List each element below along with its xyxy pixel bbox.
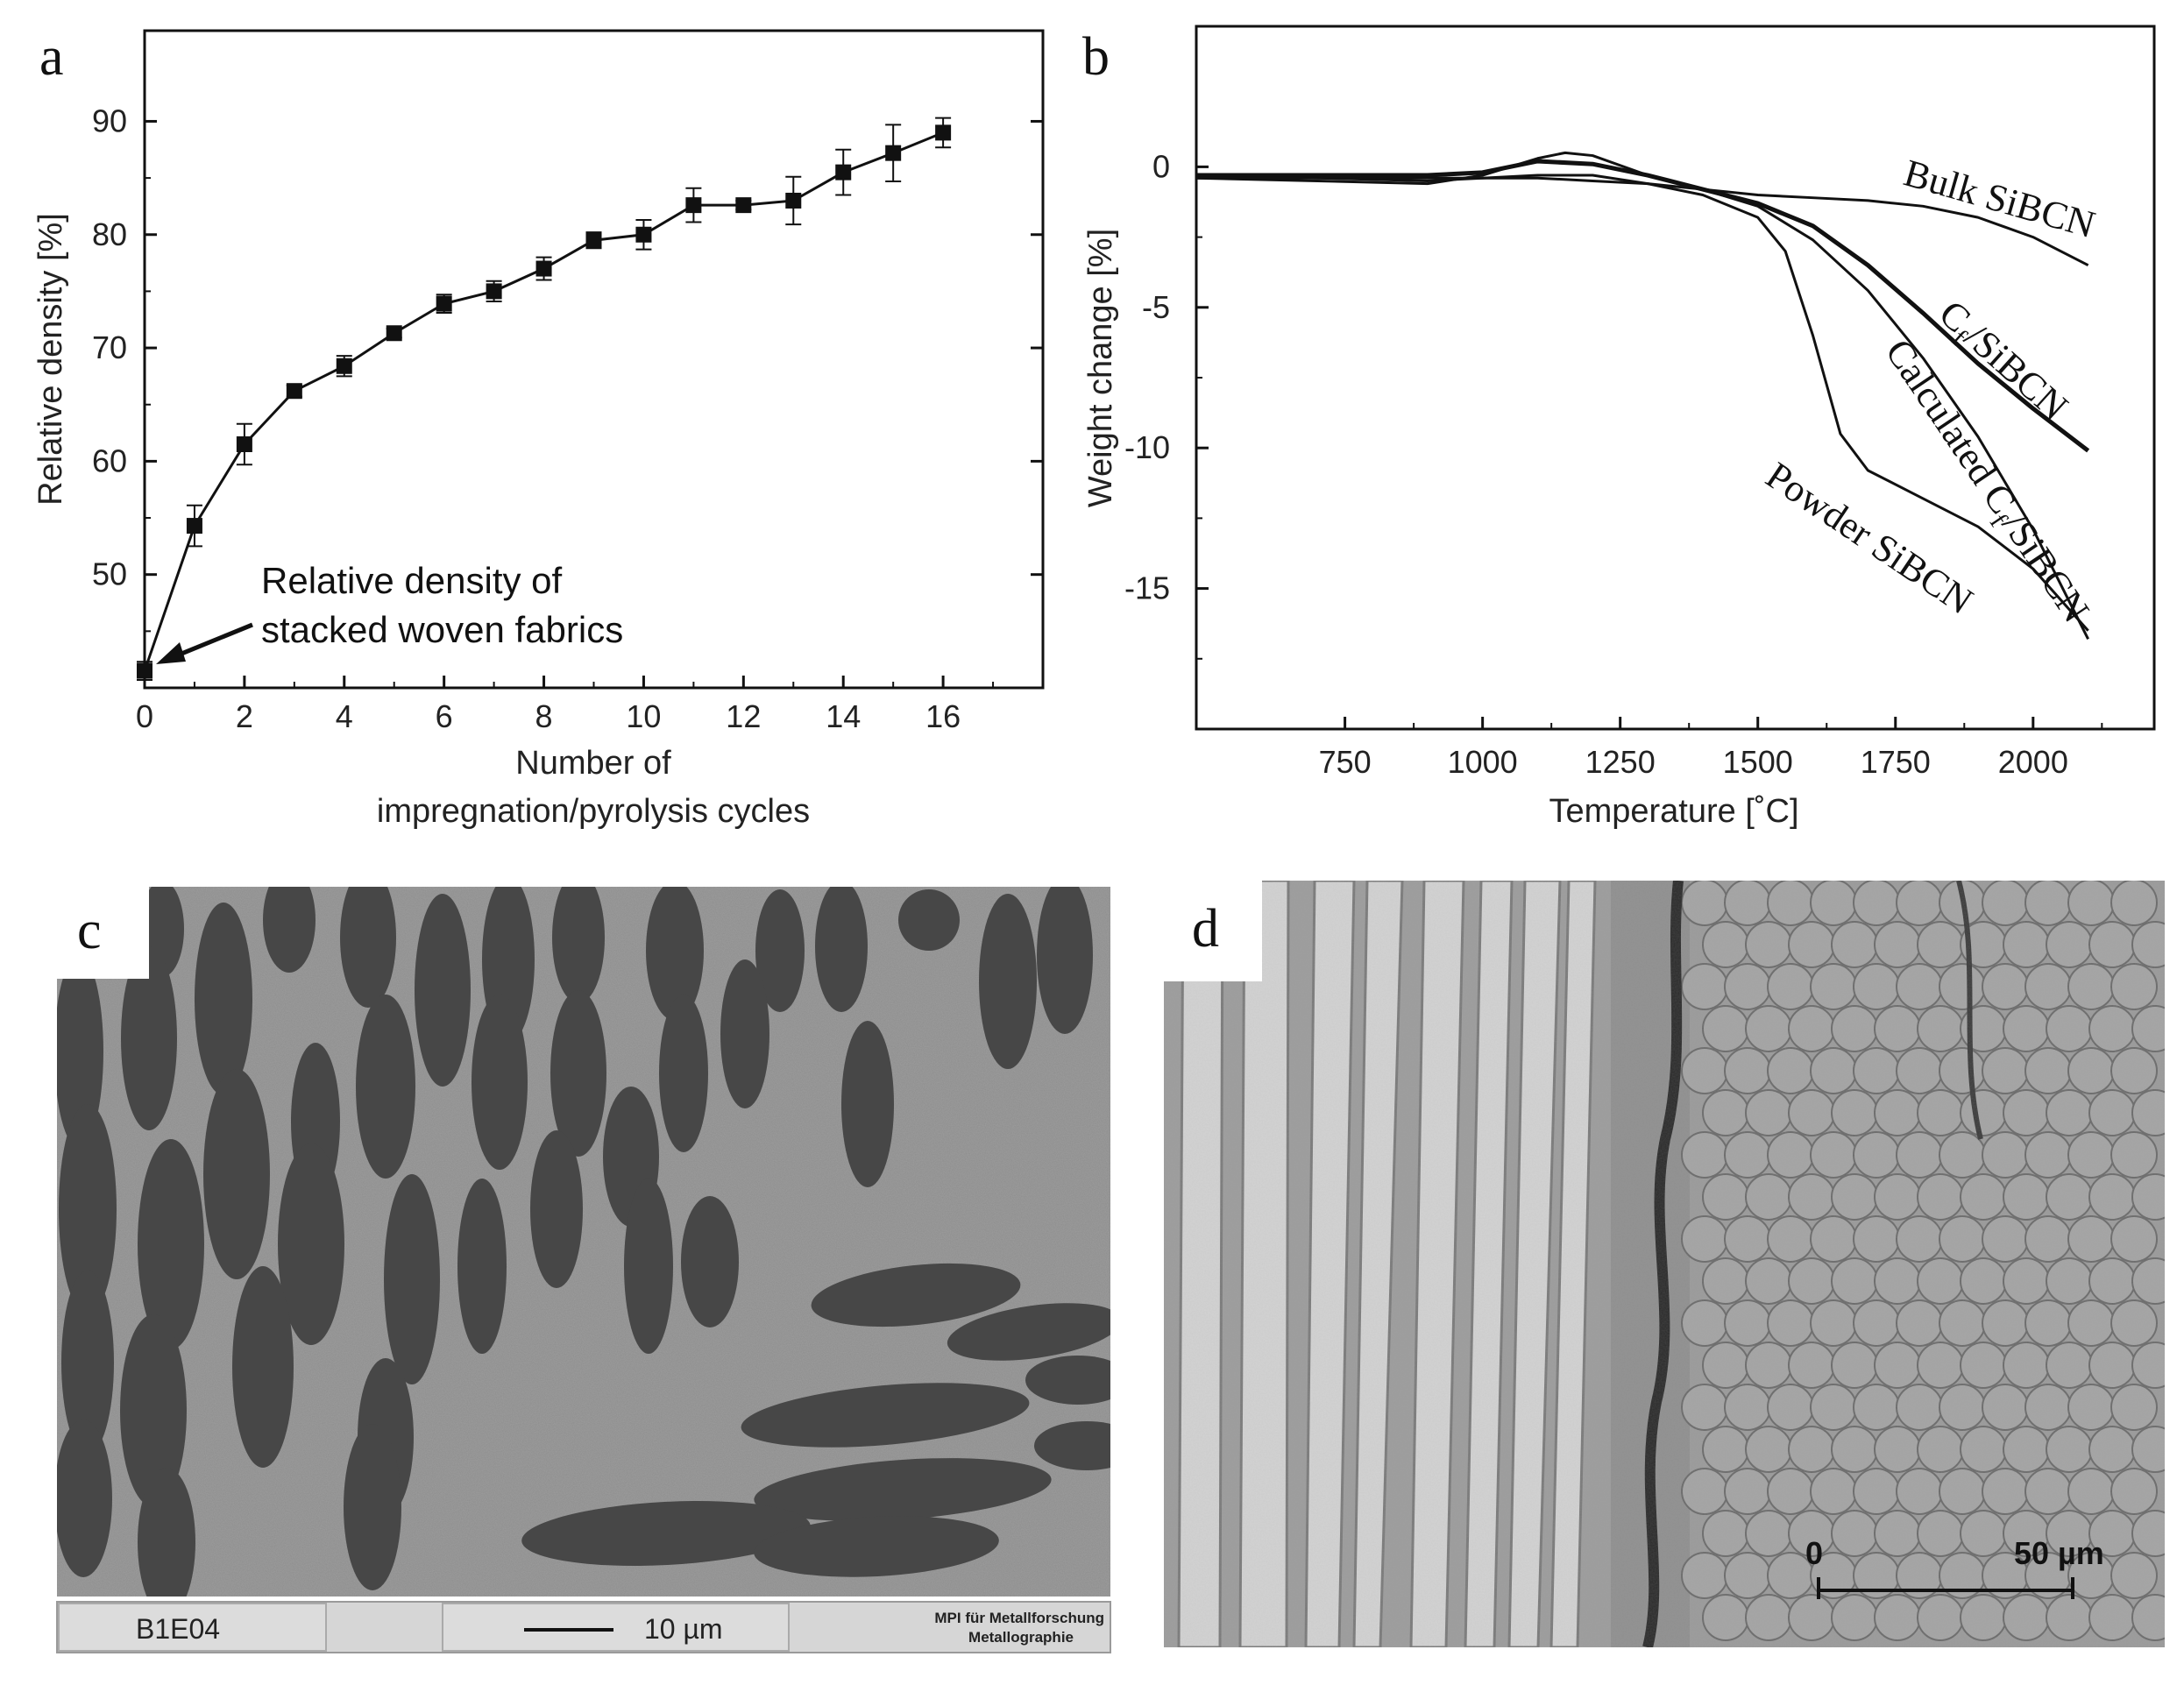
x-tick-label-a: 8 — [535, 698, 553, 734]
x-tick-label-a: 10 — [626, 698, 661, 734]
x-tick-label-a: 12 — [726, 698, 761, 734]
data-point — [535, 260, 552, 277]
panel-c-label-box — [57, 887, 149, 979]
y-tick-label-b: -15 — [1124, 570, 1170, 606]
x-axis-label-b: Temperature [˚C] — [1549, 793, 1798, 830]
y-tick-label-b: 0 — [1152, 148, 1170, 184]
series-line-3 — [1196, 173, 2089, 632]
x-axis-label-a-line2: impregnation/pyrolysis cycles — [377, 793, 810, 830]
x-tick-label-b: 1000 — [1448, 744, 1518, 780]
panel-a: a 0 2 4 6 8 10 12 14 16 50 60 70 80 90 Number of imp… — [32, 27, 1045, 830]
annotation-line2: stacked woven fabrics — [261, 609, 623, 650]
y-axis-b: 0 -5 -10 -15 — [1124, 148, 1209, 660]
micrograph-c-footer: B1E04 10 µm MPI für Metallforschung Meta… — [56, 1601, 1111, 1653]
data-point — [585, 232, 602, 249]
institute-line2: Metallographie — [968, 1629, 1074, 1646]
y-tick-label-a: 80 — [92, 216, 127, 252]
curve-label-powder: Powder SiBCN — [1758, 454, 1980, 623]
panel-b: b 750 1000 1250 1500 1750 2000 0 -5 -10 -15 Temp… — [1082, 25, 2156, 830]
y-tick-label-a: 60 — [92, 442, 127, 478]
data-point — [486, 283, 502, 300]
x-tick-label-a: 2 — [236, 698, 253, 734]
series-b — [1195, 151, 2090, 641]
data-point — [236, 435, 252, 452]
x-tick-label-a: 14 — [826, 698, 861, 734]
data-point — [835, 164, 852, 181]
x-tick-label-b: 1500 — [1723, 744, 1793, 780]
x-tick-label-a: 0 — [136, 698, 153, 734]
data-point — [137, 662, 152, 679]
data-point — [935, 124, 952, 141]
institute-line1: MPI für Metallforschung — [934, 1610, 1104, 1626]
y-tick-label-b: -10 — [1124, 429, 1170, 465]
x-tick-label-b: 1750 — [1861, 744, 1931, 780]
annotation-arrow-head — [156, 642, 186, 664]
y-tick-label-a: 50 — [92, 556, 127, 592]
scale-bar-d: 0 50 µm — [1805, 1535, 2104, 1599]
panel-d-label-box — [1164, 881, 1262, 981]
scale-start-d: 0 — [1805, 1535, 1823, 1571]
micrograph-c-fibers — [57, 887, 1110, 1597]
data-point — [336, 358, 352, 374]
data-point — [785, 192, 802, 209]
panel-letter-b: b — [1082, 27, 1110, 87]
data-point — [386, 325, 402, 342]
series-a — [137, 117, 952, 681]
scale-label-c: 10 µm — [644, 1613, 723, 1645]
x-tick-label-b: 750 — [1319, 744, 1372, 780]
x-tick-label-a: 4 — [336, 698, 353, 734]
micrograph-d-structure — [1164, 881, 2165, 1647]
panel-letter-d: d — [1192, 899, 1219, 959]
y-axis-a: 50 60 70 80 90 — [92, 103, 1043, 633]
x-tick-label-a: 16 — [925, 698, 961, 734]
y-axis-label-b: Weight change [%] — [1082, 229, 1119, 507]
footer-id: B1E04 — [136, 1613, 220, 1645]
panel-c-micrograph: c B1E04 10 µm MPI für Metallforschung Me… — [56, 887, 1111, 1653]
panel-letter-a: a — [39, 27, 64, 87]
panel-d-micrograph: d 0 50 µm — [1164, 881, 2165, 1647]
x-axis-a: 0 2 4 6 8 10 12 14 16 — [136, 676, 995, 734]
y-tick-label-a: 90 — [92, 103, 127, 138]
data-point — [635, 226, 652, 243]
data-point — [885, 145, 902, 161]
y-tick-label-a: 70 — [92, 329, 127, 365]
panel-letter-c: c — [77, 901, 102, 960]
scale-end-d: 50 µm — [2014, 1535, 2104, 1571]
data-point — [735, 197, 752, 214]
x-tick-label-a: 6 — [436, 698, 453, 734]
data-point — [286, 383, 302, 400]
y-tick-label-b: -5 — [1142, 289, 1170, 325]
y-axis-label-a: Relative density [%] — [32, 213, 69, 506]
curve-label-bulk: Bulk SiBCN — [1899, 152, 2100, 247]
x-axis-b: 750 1000 1250 1500 1750 2000 — [1319, 717, 2103, 780]
x-axis-label-a-line1: Number of — [515, 745, 671, 782]
data-point — [186, 518, 202, 535]
data-point — [436, 295, 452, 312]
annotation-line1: Relative density of — [261, 560, 563, 601]
data-point — [685, 197, 702, 214]
x-tick-label-b: 2000 — [1998, 744, 2068, 780]
x-tick-label-b: 1250 — [1585, 744, 1656, 780]
